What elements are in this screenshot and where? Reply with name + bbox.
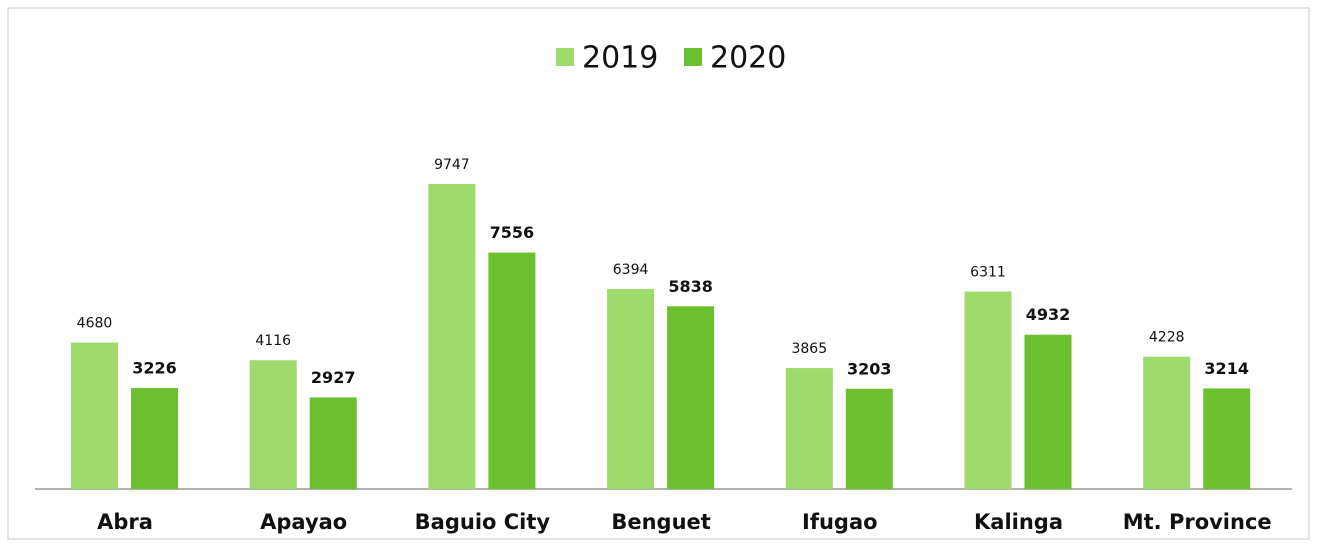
value-label: 3226 <box>132 359 177 378</box>
bar <box>785 368 833 489</box>
value-label: 2927 <box>311 368 356 387</box>
value-label: 7556 <box>490 223 535 242</box>
x-tick-label: Benguet <box>611 510 710 534</box>
bar <box>71 342 118 489</box>
bar <box>1024 334 1072 489</box>
bar <box>667 306 715 489</box>
legend-label: 2020 <box>710 41 786 76</box>
bar <box>964 291 1012 489</box>
value-label: 3214 <box>1204 359 1249 378</box>
value-label: 6394 <box>613 262 649 278</box>
bar <box>1203 388 1251 489</box>
bar <box>845 388 893 489</box>
value-label: 5838 <box>668 277 713 296</box>
x-tick-label: Mt. Province <box>1123 510 1272 534</box>
bar <box>488 252 536 489</box>
chart-border <box>7 7 1310 540</box>
legend-swatch <box>684 48 702 66</box>
value-label: 3865 <box>791 341 827 357</box>
x-tick-label: Apayao <box>260 510 347 534</box>
bar <box>607 288 655 489</box>
value-label: 3203 <box>847 359 892 378</box>
value-label: 4228 <box>1149 330 1185 346</box>
bar <box>428 184 476 489</box>
x-tick-label: Kalinga <box>974 510 1063 534</box>
value-label: 9747 <box>434 157 470 173</box>
bar <box>131 388 178 489</box>
value-label: 4680 <box>77 316 113 332</box>
x-tick-label: Abra <box>97 510 153 534</box>
bar <box>309 397 357 489</box>
value-label: 4116 <box>255 333 291 349</box>
legend-label: 2019 <box>582 41 658 76</box>
x-tick-label: Baguio City <box>415 510 551 534</box>
bar <box>249 360 297 489</box>
value-label: 4932 <box>1026 305 1071 324</box>
bar <box>1143 356 1191 489</box>
legend-swatch <box>556 48 574 66</box>
value-label: 6311 <box>970 265 1006 281</box>
x-tick-label: Ifugao <box>802 510 878 534</box>
